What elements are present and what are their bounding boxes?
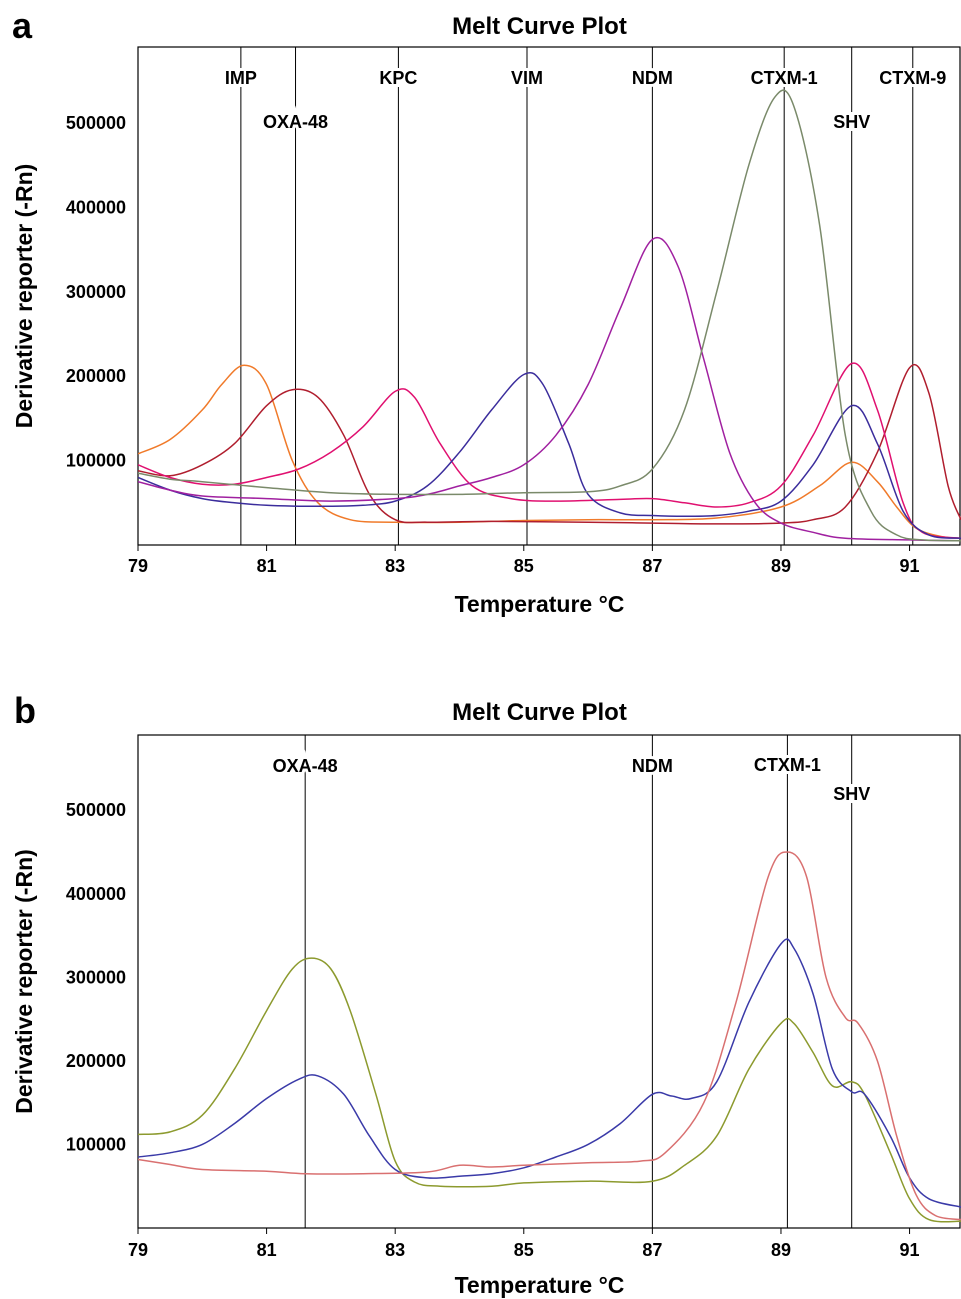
x-tick-label: 83 xyxy=(385,1240,405,1260)
y-axis-label: Derivative reporter (-Rn) xyxy=(11,849,37,1114)
x-tick-label: 81 xyxy=(257,556,277,576)
x-tick-label: 87 xyxy=(642,556,662,576)
series-line-3 xyxy=(138,362,961,539)
marker-label-imp: IMP xyxy=(225,68,257,88)
marker-label-vim: VIM xyxy=(511,68,543,88)
series-line-3 xyxy=(138,851,961,1221)
y-tick-label: 300000 xyxy=(66,282,126,302)
chart-title: Melt Curve Plot xyxy=(452,13,627,40)
marker-label-shv: SHV xyxy=(833,112,870,132)
panel-letter: a xyxy=(12,5,33,46)
series-line-4 xyxy=(138,371,961,539)
plot-frame xyxy=(137,734,961,1229)
y-tick-label: 400000 xyxy=(66,197,126,217)
x-tick-label: 87 xyxy=(642,1240,662,1260)
marker-label-ndm: NDM xyxy=(632,68,673,88)
y-tick-label: 500000 xyxy=(66,800,126,820)
y-tick-label: 100000 xyxy=(66,1134,126,1154)
x-axis-label: Temperature °C xyxy=(455,1272,625,1298)
marker-label-ctxm-1: CTXM-1 xyxy=(754,755,821,775)
series-line-1 xyxy=(138,364,961,539)
series-line-2 xyxy=(138,364,961,525)
panel-a: a Melt Curve Plot 79 81 83 85 87 89 91 100000 2000… xyxy=(11,5,961,617)
marker-label-oxa-48: OXA-48 xyxy=(263,112,328,132)
marker-label-oxa-48: OXA-48 xyxy=(273,756,338,776)
chart-title: Melt Curve Plot xyxy=(452,699,627,726)
series-line-1 xyxy=(138,957,961,1223)
series-line-6 xyxy=(138,89,961,542)
plot-frame xyxy=(137,46,961,546)
series-line-2 xyxy=(138,938,961,1208)
x-tick-label: 81 xyxy=(257,1240,277,1260)
marker-label-kpc: KPC xyxy=(379,68,417,88)
marker-label-ctxm-9: CTXM-9 xyxy=(879,68,946,88)
x-tick-label: 91 xyxy=(900,556,920,576)
x-tick-label: 89 xyxy=(771,556,791,576)
y-axis-label: Derivative reporter (-Rn) xyxy=(11,164,37,429)
marker-label-ndm: NDM xyxy=(632,756,673,776)
x-axis-label: Temperature °C xyxy=(455,591,625,617)
x-tick-label: 79 xyxy=(128,1240,148,1260)
x-tick-label: 91 xyxy=(900,1240,920,1260)
y-tick-label: 100000 xyxy=(66,451,126,471)
x-tick-label: 85 xyxy=(514,556,534,576)
y-tick-label: 500000 xyxy=(66,113,126,133)
series-line-5 xyxy=(138,236,961,542)
x-tick-label: 85 xyxy=(514,1240,534,1260)
marker-label-shv: SHV xyxy=(833,784,870,804)
y-tick-label: 300000 xyxy=(66,967,126,987)
y-tick-label: 200000 xyxy=(66,1051,126,1071)
y-tick-label: 200000 xyxy=(66,366,126,386)
panel-letter: b xyxy=(14,690,36,731)
x-tick-label: 89 xyxy=(771,1240,791,1260)
panel-b: b Melt Curve Plot 79 81 83 85 87 89 91 100000 2000… xyxy=(11,690,961,1298)
y-tick-label: 400000 xyxy=(66,884,126,904)
x-tick-label: 83 xyxy=(385,556,405,576)
x-tick-label: 79 xyxy=(128,556,148,576)
marker-label-ctxm-1: CTXM-1 xyxy=(751,68,818,88)
